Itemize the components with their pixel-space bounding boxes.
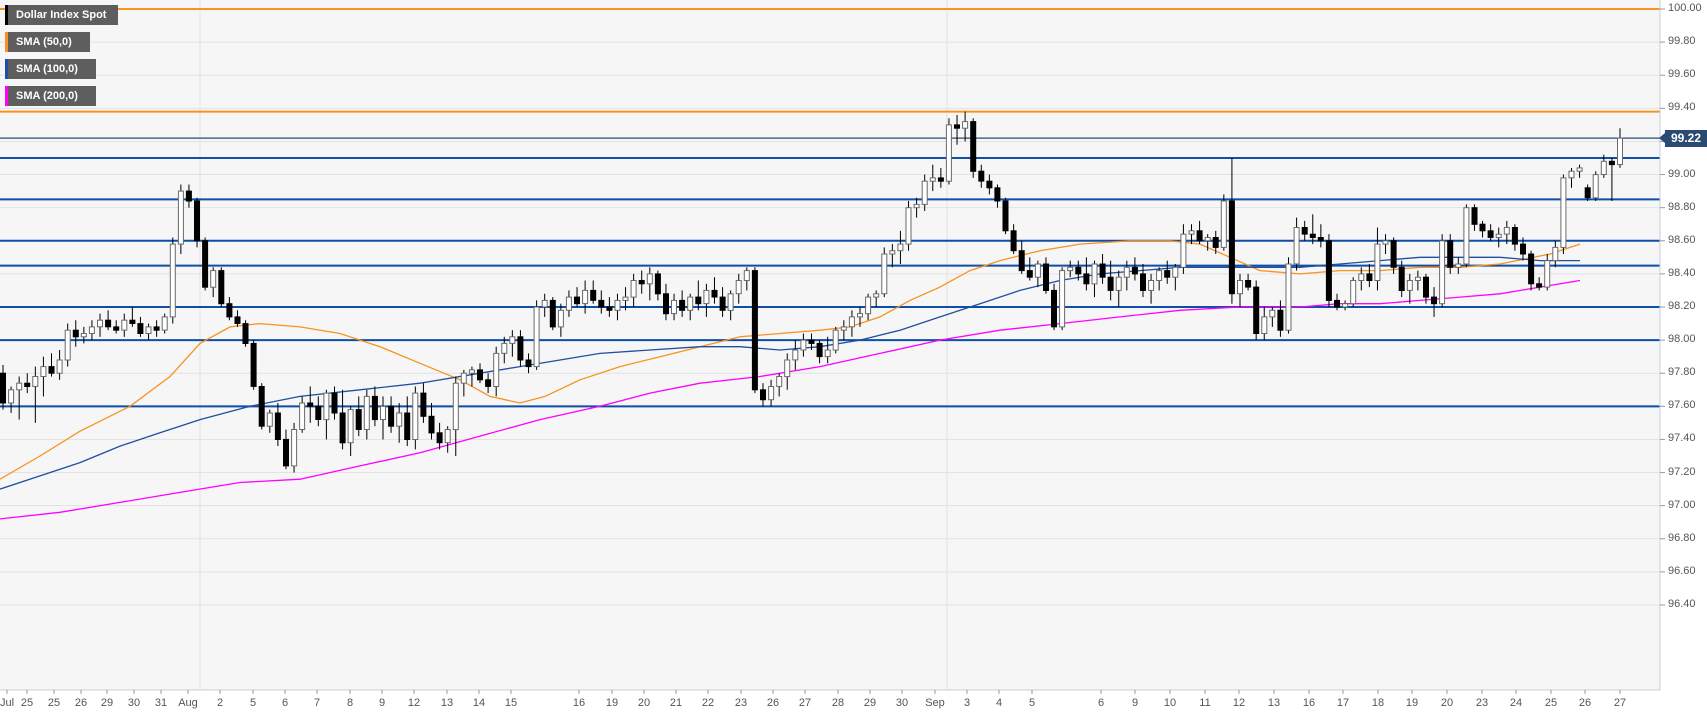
y-tick-label: 98.00 <box>1668 333 1696 346</box>
x-tick-label: 19 <box>605 697 619 709</box>
x-tick-label: 13 <box>440 697 454 709</box>
x-tick-label: 17 <box>1336 697 1350 709</box>
y-tick-label: 98.80 <box>1668 200 1696 213</box>
horizontal-levels <box>0 8 1660 408</box>
legend-swatch <box>5 5 8 25</box>
legend-swatch <box>5 59 8 79</box>
x-axis-ticks <box>6 690 1621 694</box>
x-tick-label: 20 <box>637 697 651 709</box>
legend-label: SMA (100,0) <box>16 63 78 75</box>
candlesticks <box>0 111 1623 473</box>
x-tick-label: 19 <box>1405 697 1419 709</box>
x-tick-label: 26 <box>1578 697 1592 709</box>
x-tick-label: Aug <box>178 697 198 709</box>
legend-swatch <box>5 32 8 52</box>
x-tick-label: 16 <box>572 697 586 709</box>
x-tick-label: Jul <box>0 697 15 709</box>
x-tick-label: 5 <box>249 697 257 709</box>
x-tick-label: 28 <box>831 697 845 709</box>
x-tick-label: 5 <box>1028 697 1036 709</box>
x-tick-label: 27 <box>1613 697 1627 709</box>
x-tick-label: 13 <box>1267 697 1281 709</box>
y-tick-label: 97.20 <box>1668 465 1696 478</box>
legend-swatch <box>5 86 8 106</box>
x-tick-label: 30 <box>127 697 141 709</box>
x-tick-label: 12 <box>407 697 421 709</box>
legend-item[interactable]: SMA (100,0) <box>5 59 96 79</box>
x-tick-label: 14 <box>472 697 486 709</box>
x-tick-label: 3 <box>963 697 971 709</box>
y-tick-label: 97.40 <box>1668 432 1696 445</box>
x-tick-label: 29 <box>100 697 114 709</box>
y-tick-label: 97.00 <box>1668 498 1696 511</box>
y-tick-label: 98.60 <box>1668 233 1696 246</box>
y-axis-ticks <box>1660 8 1665 606</box>
legend-item[interactable]: SMA (50,0) <box>5 32 90 52</box>
x-tick-label: 25 <box>47 697 61 709</box>
x-tick-label: 26 <box>766 697 780 709</box>
x-tick-label: 20 <box>1440 697 1454 709</box>
sma-lines <box>0 240 1581 520</box>
x-tick-label: 9 <box>1131 697 1139 709</box>
x-tick-label: 12 <box>1232 697 1246 709</box>
x-tick-label: 25 <box>1544 697 1558 709</box>
legend-label: SMA (50,0) <box>16 36 72 48</box>
y-tick-label: 96.40 <box>1668 598 1696 610</box>
y-tick-label: 97.80 <box>1668 366 1696 379</box>
x-tick-label: 4 <box>995 697 1003 709</box>
x-tick-label: 16 <box>1302 697 1316 709</box>
y-tick-label: 98.40 <box>1668 266 1696 279</box>
x-tick-label: 10 <box>1163 697 1177 709</box>
legend-item[interactable]: Dollar Index Spot <box>5 5 118 25</box>
y-tick-label: 100.00 <box>1668 2 1702 14</box>
legend-label: SMA (200,0) <box>16 90 78 102</box>
x-tick-label: 2 <box>216 697 224 709</box>
y-tick-label: 96.80 <box>1668 531 1696 544</box>
x-tick-label: 8 <box>346 697 354 709</box>
x-tick-label: 24 <box>1509 697 1523 709</box>
x-tick-label: 30 <box>895 697 909 709</box>
x-tick-label: 9 <box>378 697 386 709</box>
x-tick-label: 23 <box>1475 697 1489 709</box>
y-tick-label: 99.60 <box>1668 68 1696 81</box>
x-tick-label: 18 <box>1371 697 1385 709</box>
x-tick-label: 11 <box>1199 697 1211 709</box>
y-tick-label: 97.60 <box>1668 399 1696 412</box>
x-tick-label: 22 <box>701 697 715 709</box>
x-tick-label: 15 <box>504 697 518 709</box>
y-tick-label: 99.00 <box>1668 167 1696 180</box>
x-tick-label: 25 <box>20 697 34 709</box>
y-tick-label: 99.80 <box>1668 35 1696 48</box>
x-tick-label: Sep <box>925 697 945 709</box>
x-tick-label: 27 <box>798 697 812 709</box>
y-tick-label: 99.40 <box>1668 101 1696 114</box>
legend-label: Dollar Index Spot <box>16 9 107 21</box>
x-tick-label: 31 <box>154 697 168 709</box>
x-tick-label: 23 <box>734 697 748 709</box>
x-tick-label: 6 <box>1097 697 1105 709</box>
x-tick-label: 26 <box>74 697 88 709</box>
x-tick-label: 21 <box>669 697 683 709</box>
y-tick-label: 98.20 <box>1668 300 1696 312</box>
x-tick-label: 6 <box>281 697 289 709</box>
x-tick-label: 7 <box>313 697 321 709</box>
current-price-tag: 99.22 <box>1659 130 1707 147</box>
x-tick-label: 29 <box>863 697 877 709</box>
legend-item[interactable]: SMA (200,0) <box>5 86 96 106</box>
chart-legend: Dollar Index Spot SMA (50,0) SMA (100,0) SM… <box>5 5 118 113</box>
y-tick-label: 96.60 <box>1668 564 1696 577</box>
